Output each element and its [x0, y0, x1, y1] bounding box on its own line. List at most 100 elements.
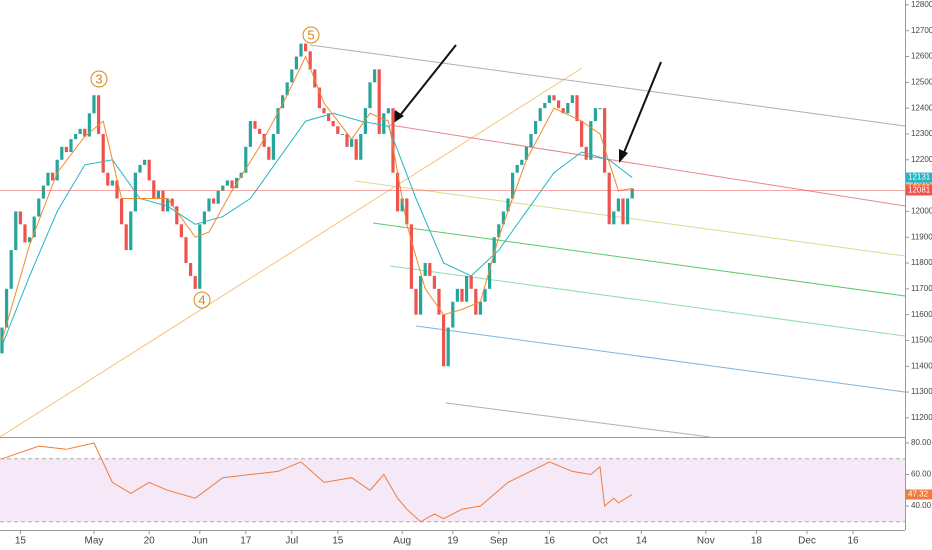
candle-body: [391, 108, 395, 173]
wave-circle: [90, 70, 108, 88]
wave-circle: [302, 26, 320, 44]
x-tick-label: Nov: [697, 536, 715, 547]
candle-body: [142, 159, 147, 165]
candle-body: [170, 198, 174, 207]
candle-body: [432, 275, 437, 289]
candle-body: [543, 102, 547, 109]
candle-body: [253, 121, 257, 129]
candle-body: [83, 128, 87, 137]
candle-body: [506, 198, 510, 212]
candle-body: [464, 275, 469, 302]
candle-body: [317, 87, 322, 109]
x-tick-label: 15: [15, 536, 27, 547]
candle-body: [244, 146, 248, 173]
pitchfork-upper: [309, 44, 906, 127]
y-tick-label: 12600: [911, 52, 932, 61]
candle-body: [400, 198, 404, 212]
candle-body: [345, 133, 349, 147]
arrow: [397, 44, 457, 119]
candle-body: [23, 224, 27, 243]
candle-body: [598, 108, 602, 110]
candle-body: [556, 100, 561, 109]
candle-body: [625, 198, 630, 225]
candle-body: [198, 224, 202, 289]
candle-body: [92, 95, 96, 114]
candle-body: [428, 263, 432, 276]
candle-body: [129, 211, 133, 251]
candle-body: [520, 159, 524, 165]
pitchfork-lower: [445, 402, 711, 438]
candle-body: [179, 224, 183, 238]
candle-body: [175, 206, 179, 225]
candle-body: [483, 288, 487, 302]
candle-body: [382, 113, 386, 134]
y-tick-label: 12500: [911, 77, 932, 86]
candle-body: [55, 159, 59, 181]
candle-body: [437, 288, 441, 315]
candle-body: [290, 69, 294, 83]
candle-body: [32, 216, 36, 238]
wave-label: 5: [307, 27, 314, 42]
candle-body: [363, 108, 368, 134]
candle-body: [165, 198, 170, 212]
candle-body: [115, 180, 119, 199]
y-tick-label: 12200: [911, 155, 932, 164]
candle-body: [423, 263, 427, 276]
candle-body: [359, 133, 363, 160]
candle-body: [487, 263, 492, 289]
candle-body: [27, 237, 32, 243]
candle-body: [630, 188, 634, 199]
candle-body: [46, 172, 50, 186]
y-tick-label: 11900: [911, 232, 932, 241]
indicator-line: [1, 442, 633, 523]
candle-body: [110, 180, 114, 186]
candle-body: [271, 133, 276, 160]
candle-body: [326, 113, 331, 122]
candle-body: [308, 51, 312, 70]
candle-body: [280, 95, 285, 109]
candle-body: [533, 121, 538, 134]
candle-body: [455, 288, 460, 302]
candle-body: [354, 139, 358, 160]
y-tick-label: 11400: [911, 361, 932, 370]
candle-body: [593, 108, 598, 122]
indicator-line: [1, 112, 633, 346]
x-tick-label: 16: [847, 536, 859, 547]
candle-body: [124, 224, 128, 251]
candle-body: [156, 190, 160, 199]
x-tick-label: Sep: [490, 536, 508, 547]
pitchfork-level: [389, 265, 906, 337]
candle-body: [18, 211, 22, 225]
candle-body: [451, 301, 455, 328]
candle-body: [566, 102, 570, 114]
y-tick-label: 12800: [911, 0, 932, 9]
arrow-head: [392, 110, 404, 124]
candle-body: [50, 172, 55, 181]
candle-body: [497, 224, 501, 238]
candle-body: [349, 139, 354, 147]
candle-body: [529, 133, 533, 147]
candle-body: [267, 146, 271, 160]
candle-body: [4, 288, 9, 328]
candle-body: [202, 211, 206, 225]
pitchfork-median: [389, 124, 906, 207]
candle-body: [612, 211, 616, 225]
candle-body: [303, 43, 308, 52]
y-tick-label: 11700: [911, 284, 932, 293]
candle-body: [193, 275, 197, 289]
price-label: 12131: [908, 173, 931, 182]
y-tick-label: 12700: [911, 26, 932, 35]
x-tick-label: 14: [636, 536, 648, 547]
trend-line: [0, 67, 583, 438]
y-tick-label: 11800: [911, 258, 932, 267]
candle-body: [69, 139, 73, 153]
y-tick-label: 40.00: [911, 501, 932, 510]
wave-label: 4: [198, 292, 205, 307]
candle-body: [510, 172, 515, 199]
price-label-bg: [906, 172, 932, 183]
candle-body: [14, 211, 18, 251]
candle-body: [73, 133, 78, 140]
candle-body: [395, 172, 400, 212]
wave-circle: [193, 291, 211, 309]
